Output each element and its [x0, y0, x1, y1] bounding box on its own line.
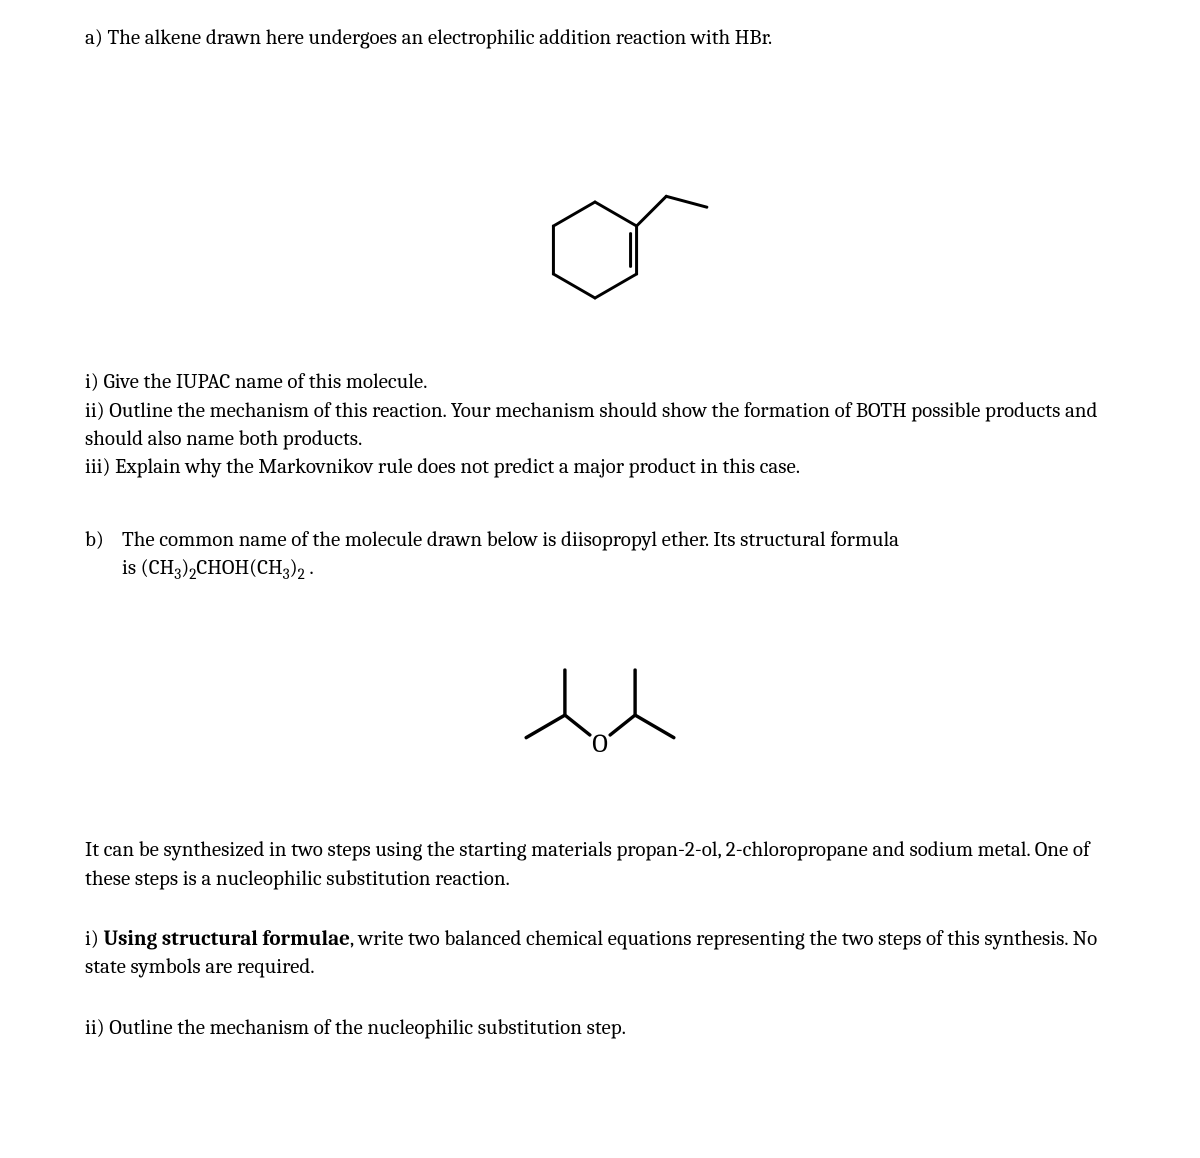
- b-q1-pre: i): [85, 927, 103, 951]
- figure-b: O: [85, 622, 1115, 792]
- part-b-intro: b) The common name of the molecule drawn…: [85, 526, 1115, 583]
- part-b-q1: i) Using structural formulae, write two …: [85, 925, 1115, 982]
- part-b-intro-text: The common name of the molecule drawn be…: [122, 526, 899, 583]
- svg-text:O: O: [592, 729, 608, 759]
- b-intro-line2-mid1: ): [181, 556, 189, 580]
- b-intro-line2-pre: is (CH: [122, 556, 174, 580]
- b-q1-bold: Using structural formulae: [103, 927, 349, 951]
- part-a-q2: ii) Outline the mechanism of this reacti…: [85, 397, 1115, 454]
- part-a-intro: a) The alkene drawn here undergoes an el…: [85, 24, 1115, 52]
- part-a-questions: i) Give the IUPAC name of this molecule.…: [85, 368, 1115, 481]
- alkene-structure: [505, 100, 695, 320]
- part-a-q3: iii) Explain why the Markovnikov rule do…: [85, 453, 1115, 481]
- b-intro-line2-mid2: CHOH(CH: [196, 556, 282, 580]
- b-intro-line2-mid3: ): [290, 556, 298, 580]
- sub3b: 3: [283, 565, 290, 583]
- part-a-q1: i) Give the IUPAC name of this molecule.: [85, 368, 1115, 396]
- b-intro-line1: The common name of the molecule drawn be…: [122, 528, 899, 552]
- b-intro-line2-post: .: [305, 556, 314, 580]
- figure-a: [85, 80, 1115, 340]
- part-b-label: b): [85, 526, 122, 583]
- part-b-q2: ii) Outline the mechanism of the nucleop…: [85, 1014, 1115, 1042]
- part-b-mid: It can be synthesized in two steps using…: [85, 836, 1115, 893]
- ether-structure: O: [450, 647, 750, 767]
- sub2b: 2: [298, 565, 305, 583]
